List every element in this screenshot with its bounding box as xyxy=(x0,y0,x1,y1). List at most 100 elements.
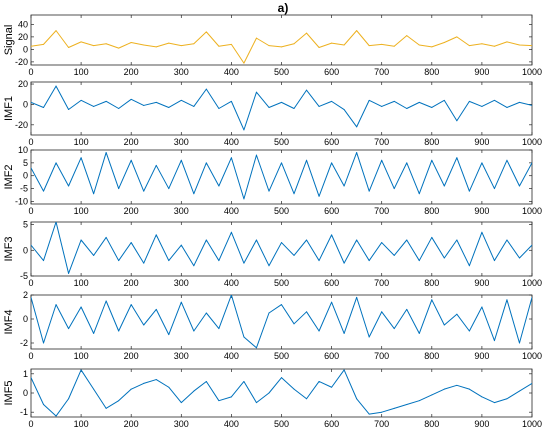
axes-box xyxy=(30,81,533,136)
data-point xyxy=(481,105,483,107)
y-axis-label: IMF1 xyxy=(3,96,15,121)
y-axis-label: IMF5 xyxy=(3,380,15,405)
data-point xyxy=(243,262,245,264)
data-point xyxy=(255,154,257,156)
data-point xyxy=(43,342,45,344)
data-point xyxy=(518,101,520,103)
data-point xyxy=(193,390,195,392)
data-point xyxy=(180,99,182,101)
data-point xyxy=(456,384,458,386)
data-point xyxy=(218,328,220,330)
data-point xyxy=(281,162,282,164)
y-tick-label: -10 xyxy=(15,196,28,206)
y-tick-label: 10 xyxy=(18,145,28,155)
data-point xyxy=(318,330,320,332)
data-point xyxy=(306,239,308,241)
data-point xyxy=(180,159,182,161)
y-axis-label: IMF3 xyxy=(3,236,15,261)
data-point xyxy=(468,265,470,267)
data-point xyxy=(93,105,95,107)
data-point xyxy=(43,43,45,45)
data-point xyxy=(43,106,45,108)
x-tick-label: 600 xyxy=(324,67,339,77)
data-point xyxy=(431,46,433,48)
axes-box xyxy=(30,14,533,66)
data-point xyxy=(205,88,207,90)
data-point xyxy=(418,260,420,262)
data-point xyxy=(493,260,495,262)
data-point xyxy=(481,306,483,308)
axes-box xyxy=(30,294,533,350)
y-tick-label: 40 xyxy=(18,19,28,29)
data-point xyxy=(80,41,82,43)
x-tick-label: 0 xyxy=(28,278,33,288)
data-point xyxy=(130,42,132,43)
y-tick-label: 20 xyxy=(18,32,28,42)
data-point xyxy=(468,190,470,192)
data-point xyxy=(343,109,345,111)
data-point xyxy=(381,311,383,313)
x-tick-label: 500 xyxy=(274,419,289,429)
data-point xyxy=(218,45,220,47)
data-point xyxy=(381,105,383,107)
data-point xyxy=(118,188,120,190)
data-point xyxy=(481,43,483,45)
data-point xyxy=(331,301,333,303)
data-point xyxy=(93,254,95,256)
x-tick-label: 1000 xyxy=(522,67,542,77)
x-tick-label: 200 xyxy=(124,67,139,77)
data-point xyxy=(255,239,257,241)
data-point xyxy=(443,42,445,43)
data-point xyxy=(306,398,308,400)
x-tick-label: 0 xyxy=(28,419,33,429)
data-point xyxy=(393,188,395,190)
data-point xyxy=(31,167,32,169)
data-point xyxy=(293,323,295,325)
x-tick-label: 500 xyxy=(274,137,289,147)
x-tick-label: 400 xyxy=(224,419,239,429)
data-point xyxy=(456,120,458,122)
data-point xyxy=(418,400,420,402)
data-point xyxy=(218,185,220,187)
data-point xyxy=(230,157,232,159)
data-point xyxy=(306,89,308,91)
x-tick-label: 200 xyxy=(124,419,139,429)
data-point xyxy=(68,328,70,330)
y-axis-label: IMF4 xyxy=(3,309,15,334)
x-tick-label: 900 xyxy=(474,351,489,361)
data-point xyxy=(80,99,82,101)
data-point xyxy=(193,330,195,332)
data-point xyxy=(393,45,395,47)
data-point xyxy=(31,377,32,379)
data-point xyxy=(418,332,420,334)
data-point xyxy=(268,106,270,108)
y-axis-label: IMF2 xyxy=(3,164,15,189)
data-point xyxy=(105,152,107,154)
data-point xyxy=(255,402,257,404)
data-point xyxy=(518,390,520,392)
x-tick-label: 600 xyxy=(324,419,339,429)
data-point xyxy=(518,257,520,259)
data-point xyxy=(143,104,145,106)
data-point xyxy=(306,32,308,34)
data-point xyxy=(368,45,370,47)
axes-box xyxy=(30,221,533,277)
data-point xyxy=(143,44,145,46)
data-point xyxy=(218,108,220,109)
subplot-1: 0 100 200 300 400 500 600 700 800 900 1000-2002040… xyxy=(3,14,542,77)
data-point xyxy=(68,185,70,187)
data-point xyxy=(318,260,320,262)
data-point xyxy=(493,99,495,101)
data-point xyxy=(68,272,70,274)
x-tick-label: 700 xyxy=(374,67,389,77)
data-point xyxy=(493,340,495,342)
data-point xyxy=(393,254,395,256)
data-point xyxy=(406,35,408,37)
data-point xyxy=(281,242,282,244)
data-point xyxy=(230,43,232,45)
data-point xyxy=(118,400,120,402)
data-point xyxy=(418,44,420,46)
y-tick-label: 0 xyxy=(23,388,28,398)
data-point xyxy=(443,257,445,259)
data-point xyxy=(356,152,358,154)
